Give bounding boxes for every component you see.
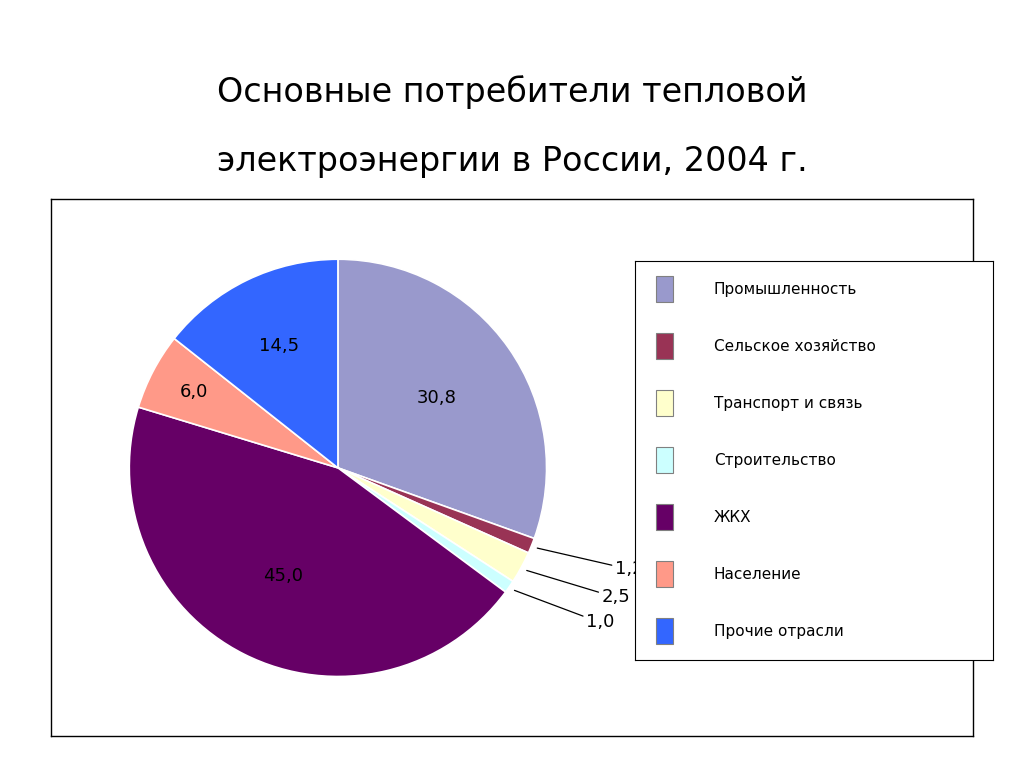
Text: 30,8: 30,8 [417,390,457,407]
Bar [656,276,673,302]
Wedge shape [338,468,513,592]
Text: 2,5: 2,5 [526,571,630,607]
Text: 1,2: 1,2 [538,548,643,578]
Wedge shape [338,468,535,553]
Bar [656,618,673,644]
Wedge shape [338,259,547,538]
Bar [656,561,673,587]
Text: Население: Население [714,567,802,581]
Bar [656,447,673,473]
Text: Промышленность: Промышленность [714,281,857,297]
Text: Сельское хозяйство: Сельское хозяйство [714,339,876,354]
Text: электроэнергии в России, 2004 г.: электроэнергии в России, 2004 г. [217,144,807,178]
Text: Транспорт и связь: Транспорт и связь [714,396,862,410]
Bar [656,505,673,530]
Text: 45,0: 45,0 [263,567,303,585]
Bar [656,334,673,359]
Bar [656,390,673,416]
Wedge shape [129,407,506,676]
Wedge shape [338,468,528,581]
Text: 1,0: 1,0 [514,591,614,631]
Text: 14,5: 14,5 [259,337,299,355]
Text: Прочие отрасли: Прочие отрасли [714,624,844,639]
Text: Основные потребители тепловой: Основные потребители тепловой [217,75,807,109]
Wedge shape [174,259,338,468]
Text: ЖКХ: ЖКХ [714,510,752,525]
Wedge shape [138,338,338,468]
Text: 6,0: 6,0 [179,384,208,401]
Text: Строительство: Строительство [714,453,836,468]
